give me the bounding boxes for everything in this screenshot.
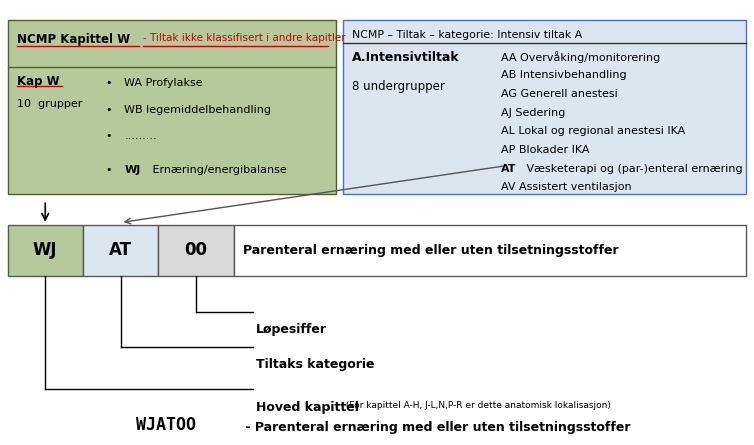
Text: •: • xyxy=(106,105,112,115)
FancyBboxPatch shape xyxy=(234,225,746,276)
Text: Hoved kapittel: Hoved kapittel xyxy=(256,400,359,413)
Text: AA Overvåking/monitorering: AA Overvåking/monitorering xyxy=(501,52,661,63)
Text: Tiltaks kategorie: Tiltaks kategorie xyxy=(256,358,375,371)
Text: 10  grupper: 10 grupper xyxy=(17,99,82,109)
FancyBboxPatch shape xyxy=(8,20,336,194)
Text: 00: 00 xyxy=(185,241,207,259)
Text: - Tiltak ikke klassifisert i andre kapitler: - Tiltak ikke klassifisert i andre kapit… xyxy=(143,33,346,43)
Text: AB Intensivbehandling: AB Intensivbehandling xyxy=(501,70,627,80)
Text: •: • xyxy=(106,131,112,142)
Text: NCMP Kapittel W: NCMP Kapittel W xyxy=(17,33,130,46)
FancyBboxPatch shape xyxy=(343,20,746,194)
Text: AG Generell anestesi: AG Generell anestesi xyxy=(501,89,618,99)
Text: AT: AT xyxy=(501,164,517,174)
Text: AJ Sedering: AJ Sedering xyxy=(501,108,566,117)
Text: 8 undergrupper: 8 undergrupper xyxy=(352,81,445,93)
Text: •: • xyxy=(106,165,112,175)
Text: A.Intensivtiltak: A.Intensivtiltak xyxy=(352,52,460,65)
Text: Parenteral ernæring med eller uten tilsetningsstoffer: Parenteral ernæring med eller uten tilse… xyxy=(243,244,618,257)
Text: WA Profylakse: WA Profylakse xyxy=(124,78,203,88)
Text: WJATOO: WJATOO xyxy=(136,416,196,434)
Text: WB legemiddelbehandling: WB legemiddelbehandling xyxy=(124,105,271,115)
Text: .........: ......... xyxy=(124,131,157,142)
Text: •: • xyxy=(106,78,112,88)
Text: Ernæring/energibalanse: Ernæring/energibalanse xyxy=(149,165,287,175)
Text: NCMP – Tiltak – kategorie: Intensiv tiltak A: NCMP – Tiltak – kategorie: Intensiv tilt… xyxy=(352,30,582,40)
FancyBboxPatch shape xyxy=(8,225,83,276)
Text: (For kapittel A-H, J-L,N,P-R er dette anatomisk lokalisasjon): (For kapittel A-H, J-L,N,P-R er dette an… xyxy=(343,400,611,409)
Text: - Parenteral ernæring med eller uten tilsetningsstoffer: - Parenteral ernæring med eller uten til… xyxy=(241,421,631,434)
Text: AT: AT xyxy=(109,241,132,259)
Text: WJ: WJ xyxy=(33,241,57,259)
Text: Væsketerapi og (par-)enteral ernæring: Væsketerapi og (par-)enteral ernæring xyxy=(523,164,742,174)
Text: Løpesiffer: Løpesiffer xyxy=(256,323,327,336)
Text: AP Blokader IKA: AP Blokader IKA xyxy=(501,145,590,155)
FancyBboxPatch shape xyxy=(158,225,234,276)
Text: AV Assistert ventilasjon: AV Assistert ventilasjon xyxy=(501,182,632,192)
Text: AL Lokal og regional anestesi IKA: AL Lokal og regional anestesi IKA xyxy=(501,126,685,136)
FancyBboxPatch shape xyxy=(83,225,158,276)
Text: Kap W: Kap W xyxy=(17,75,60,88)
Text: WJ: WJ xyxy=(124,165,141,175)
